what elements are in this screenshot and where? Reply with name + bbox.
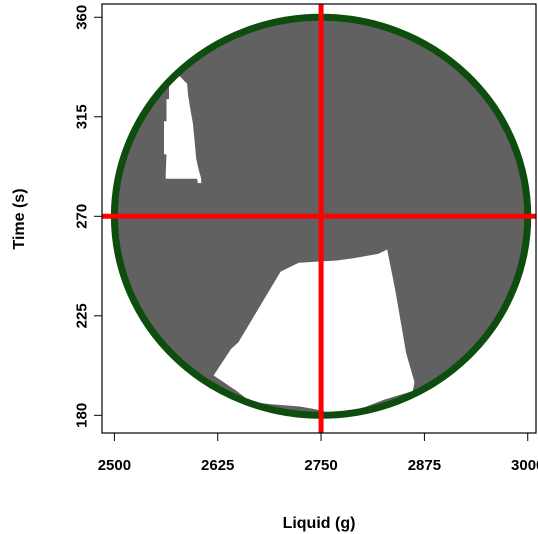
x-axis: 2500 2625 2750 2875 3000 [98, 432, 538, 474]
excluded-region-2 [213, 249, 415, 416]
y-tick-label: 180 [74, 403, 91, 428]
y-tick-label: 225 [74, 303, 91, 328]
y-tick-label: 315 [74, 104, 91, 129]
plot-content [102, 4, 536, 433]
excluded-regions [164, 63, 415, 416]
excluded-region-1 [164, 63, 202, 184]
x-tick-label: 3000 [511, 457, 538, 474]
x-tick-label: 2500 [98, 457, 131, 474]
x-tick-label: 2750 [304, 457, 337, 474]
x-tick-label: 2625 [201, 457, 234, 474]
y-tick-label: 270 [74, 204, 91, 229]
y-axis-title: Time (s) [11, 188, 28, 249]
y-tick-label: 360 [74, 5, 91, 30]
y-axis: 180 225 270 315 360 [74, 5, 103, 428]
x-axis-title: Liquid (g) [283, 515, 356, 532]
x-tick-label: 2875 [408, 457, 441, 474]
